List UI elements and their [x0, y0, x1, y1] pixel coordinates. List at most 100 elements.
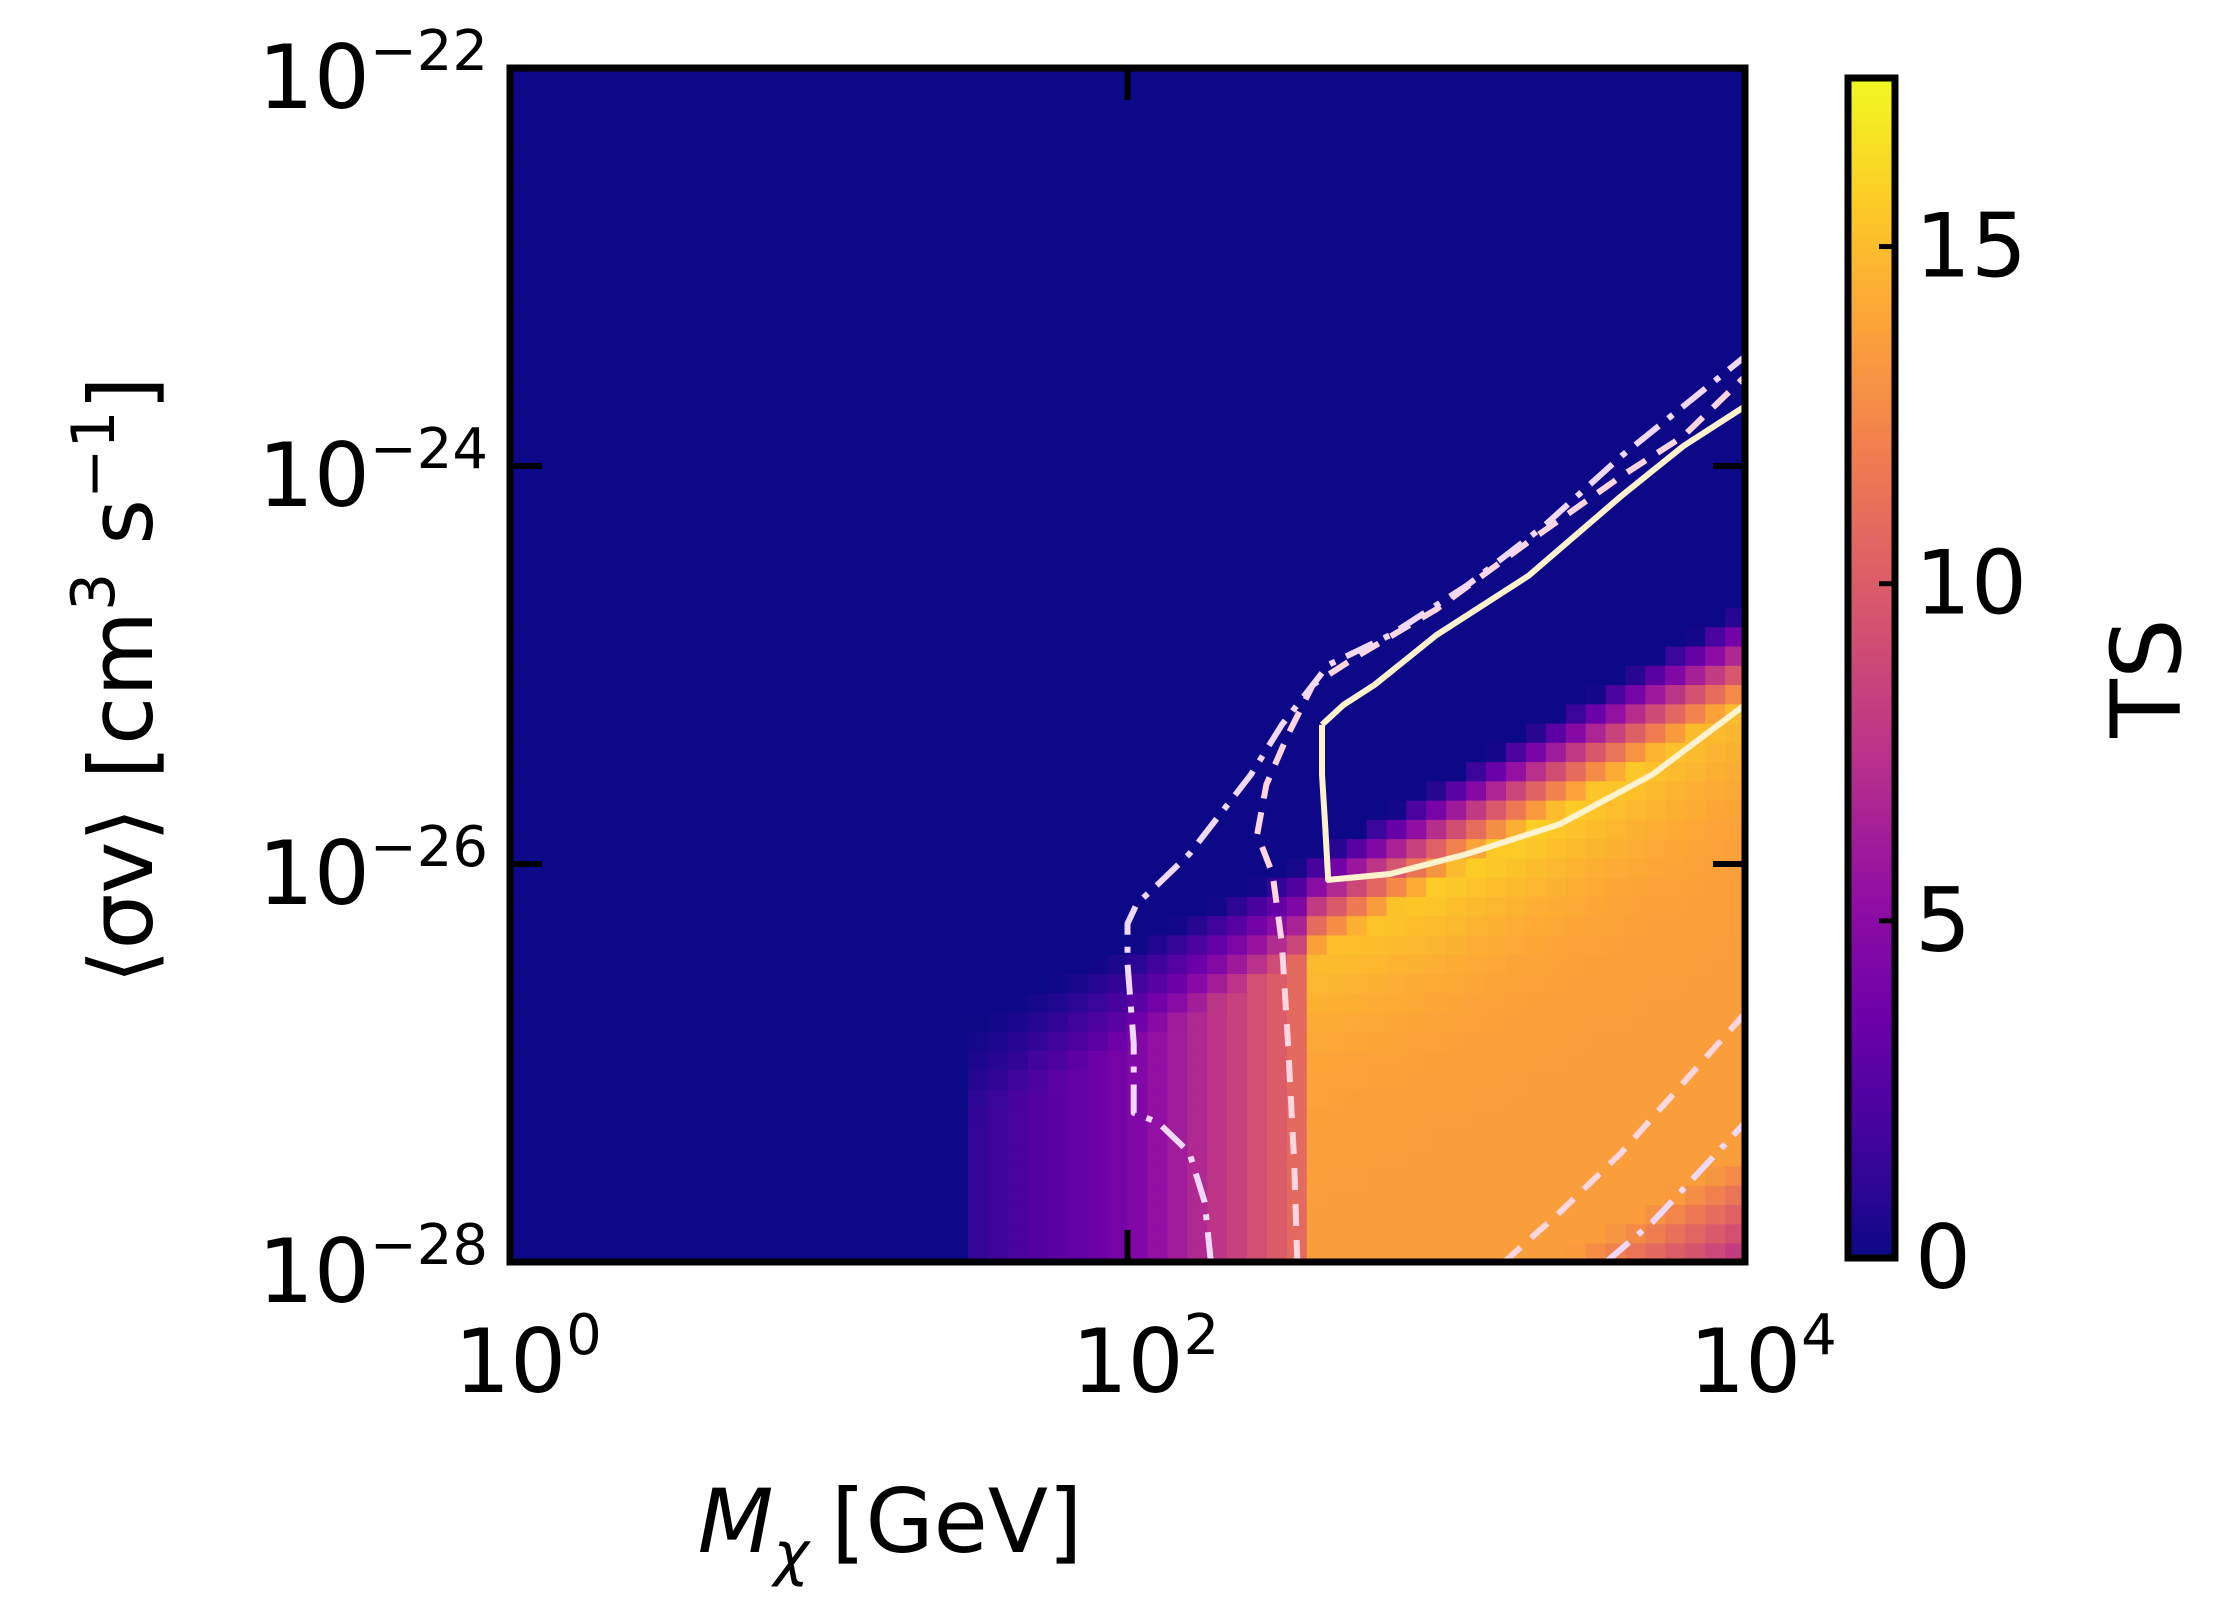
- heatmap-cell: [928, 202, 950, 223]
- heatmap-cell: [888, 1165, 910, 1186]
- heatmap-cell: [1007, 125, 1029, 146]
- heatmap-cell: [1127, 260, 1149, 281]
- heatmap-cell: [749, 819, 770, 840]
- heatmap-cell: [928, 819, 950, 840]
- heatmap-cell: [649, 876, 671, 897]
- heatmap-cell: [1087, 645, 1109, 666]
- heatmap-cell: [948, 645, 969, 666]
- heatmap-cell: [888, 665, 910, 686]
- heatmap-cell: [1207, 395, 1228, 416]
- heatmap-cell: [749, 183, 770, 204]
- heatmap-cell: [1087, 1184, 1109, 1206]
- heatmap-cell: [1047, 1165, 1069, 1186]
- heatmap-cell: [1426, 183, 1448, 204]
- heatmap-cell: [1167, 87, 1189, 108]
- heatmap-cell: [1466, 1223, 1487, 1244]
- heatmap-cell: [1007, 414, 1029, 435]
- heatmap-cell: [1346, 761, 1368, 782]
- heatmap-cell: [1067, 145, 1089, 166]
- heatmap-cell: [828, 414, 850, 435]
- heatmap-cell: [848, 896, 870, 917]
- heatmap-cell: [1087, 1011, 1109, 1032]
- heatmap-cell: [569, 761, 591, 782]
- heatmap-cell: [1047, 645, 1069, 666]
- heatmap-cell: [1167, 684, 1189, 705]
- heatmap-cell: [510, 992, 531, 1013]
- heatmap-cell: [968, 645, 989, 666]
- heatmap-cell: [988, 819, 1009, 840]
- heatmap-cell: [609, 260, 631, 281]
- heatmap-cell: [609, 87, 631, 108]
- contour-lines: [1124, 354, 1748, 1265]
- heatmap-cell: [1665, 1242, 1687, 1263]
- heatmap-cell: [1565, 202, 1587, 223]
- heatmap-cell: [1466, 1184, 1487, 1206]
- heatmap-cell: [1007, 1030, 1029, 1051]
- heatmap-cell: [609, 1242, 631, 1263]
- heatmap-cell: [689, 1223, 710, 1244]
- heatmap-cell: [510, 491, 531, 512]
- heatmap-cell: [808, 318, 830, 339]
- heatmap-cell: [709, 356, 730, 377]
- x-axis-unit: [GeV]: [831, 1470, 1082, 1573]
- heatmap-cell: [988, 395, 1009, 416]
- heatmap-cell: [908, 414, 930, 435]
- heatmap-cell: [988, 106, 1009, 127]
- heatmap-cell: [848, 472, 870, 493]
- colorbar-tick-label: 5: [1915, 869, 1971, 972]
- heatmap-cell: [1127, 106, 1149, 127]
- heatmap-cell: [749, 318, 770, 339]
- heatmap-cell: [669, 453, 691, 474]
- heatmap-cell: [1247, 1088, 1268, 1109]
- heatmap-cell: [1266, 1204, 1288, 1225]
- heatmap-cell: [788, 433, 810, 454]
- heatmap-cell: [1027, 703, 1049, 724]
- heatmap-cell: [549, 607, 571, 628]
- heatmap-cell: [1147, 799, 1169, 820]
- heatmap-cell: [689, 973, 710, 994]
- heatmap-cell: [1426, 222, 1448, 243]
- heatmap-cell: [948, 684, 969, 705]
- heatmap-cell: [1466, 684, 1487, 705]
- heatmap-cell: [1446, 645, 1467, 666]
- heatmap-cell: [1605, 934, 1627, 955]
- heatmap-cell: [1705, 607, 1726, 628]
- heatmap-cell: [1247, 106, 1268, 127]
- heatmap-cell: [649, 703, 671, 724]
- heatmap-cell: [510, 145, 531, 166]
- heatmap-cell: [1107, 742, 1129, 763]
- heatmap-cell: [1505, 337, 1527, 358]
- heatmap-cell: [1406, 568, 1428, 589]
- heatmap-cell: [729, 876, 750, 897]
- heatmap-cell: [1565, 722, 1587, 743]
- heatmap-cell: [1466, 799, 1487, 820]
- heatmap-cell: [649, 1107, 671, 1128]
- heatmap-cell: [689, 684, 710, 705]
- heatmap-cell: [1306, 607, 1328, 628]
- heatmap-cell: [788, 202, 810, 223]
- heatmap-cell: [1027, 1107, 1049, 1128]
- heatmap-cell: [1406, 703, 1428, 724]
- heatmap-cell: [1505, 106, 1527, 127]
- heatmap-cell: [1027, 1011, 1049, 1032]
- y-tick-label-exponent: −24: [370, 417, 488, 482]
- heatmap-cell: [1585, 68, 1607, 89]
- heatmap-cell: [1486, 241, 1507, 262]
- heatmap-cell: [609, 318, 631, 339]
- heatmap-cell: [808, 645, 830, 666]
- heatmap-cell: [1466, 376, 1487, 397]
- heatmap-cell: [1087, 106, 1109, 127]
- heatmap-cell: [1047, 761, 1069, 782]
- heatmap-cell: [1167, 318, 1189, 339]
- heatmap-cell: [689, 722, 710, 743]
- heatmap-cell: [549, 183, 571, 204]
- heatmap-cell: [1605, 1165, 1627, 1186]
- heatmap-cell: [968, 241, 989, 262]
- heatmap-cell: [1227, 279, 1248, 300]
- heatmap-cell: [1047, 337, 1069, 358]
- heatmap-cell: [1466, 279, 1487, 300]
- heatmap-cell: [1505, 1050, 1527, 1071]
- heatmap-cell: [1525, 1146, 1547, 1167]
- heatmap-cell: [948, 953, 969, 974]
- heatmap-cell: [1486, 568, 1507, 589]
